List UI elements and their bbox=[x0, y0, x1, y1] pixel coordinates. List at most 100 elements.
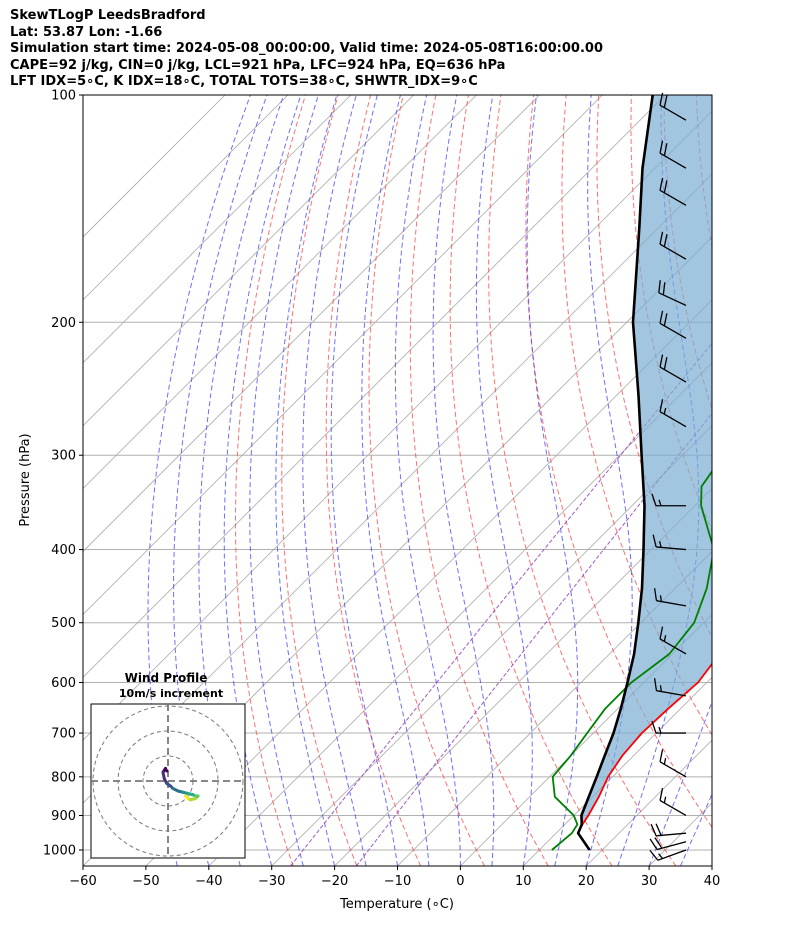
x-tick-label: −60 bbox=[69, 874, 96, 889]
cape-area bbox=[578, 95, 712, 850]
isotherm-gridline bbox=[83, 95, 540, 553]
dewpoint-profile-line bbox=[551, 469, 712, 851]
wind-barb-half-flag bbox=[658, 499, 662, 506]
isotherm-gridline bbox=[775, 95, 794, 866]
moist-adiabat bbox=[680, 792, 712, 866]
wind-barb bbox=[653, 588, 687, 607]
dry-adiabat bbox=[449, 95, 613, 866]
wind-barb-flag bbox=[659, 231, 664, 245]
moist-adiabat bbox=[432, 95, 495, 866]
dry-adiabat bbox=[762, 95, 794, 866]
isotherm-gridline bbox=[523, 676, 712, 866]
y-tick-label: 200 bbox=[51, 316, 76, 331]
wind-barb-flag bbox=[651, 720, 657, 734]
y-tick-label: 500 bbox=[51, 616, 76, 631]
moist-adiabat bbox=[711, 864, 712, 866]
isotherm-gridline bbox=[83, 95, 352, 364]
wind-barb-flag bbox=[649, 838, 658, 850]
isotherm-gridline bbox=[711, 865, 712, 866]
moist-adiabat bbox=[526, 95, 579, 866]
wind-barb-flag bbox=[663, 357, 668, 370]
isotherm-gridline bbox=[83, 95, 414, 427]
wind-barb-flag bbox=[659, 749, 664, 762]
wind-barb bbox=[653, 678, 687, 697]
instability-line: CAPE=92 j/kg, CIN=0 j/kg, LCL=921 hPa, L… bbox=[10, 57, 506, 73]
wind-barb-half-flag bbox=[659, 685, 663, 692]
x-axis-label: Temperature (∘C) bbox=[339, 897, 454, 912]
wind-barb bbox=[649, 849, 687, 861]
dry-adiabat bbox=[525, 95, 712, 828]
y-tick-label: 700 bbox=[51, 727, 76, 742]
x-tick-label: −20 bbox=[321, 874, 348, 889]
dry-adiabat bbox=[368, 95, 485, 866]
wind-barb-flag bbox=[663, 180, 668, 193]
wind-barb-flag bbox=[659, 626, 664, 640]
moist-adiabat bbox=[361, 95, 430, 866]
wind-barb bbox=[651, 720, 686, 734]
hodograph-trace-segment bbox=[184, 794, 190, 800]
dry-adiabat bbox=[409, 95, 549, 866]
axes: −60 −50 −40 −30 −20 −10 0 10 20 30 40 100 200 300 400 5… bbox=[43, 89, 720, 890]
hodograph-plot bbox=[91, 704, 245, 858]
moist-adiabat bbox=[275, 95, 338, 866]
wind-barb bbox=[659, 177, 687, 206]
wind-barb-flag bbox=[663, 95, 668, 108]
wind-barb-flag bbox=[655, 823, 662, 836]
y-axis-label: Pressure (hPa) bbox=[18, 433, 33, 526]
isotherm-gridline bbox=[83, 95, 226, 238]
skewt-grid bbox=[83, 95, 794, 866]
wind-barb bbox=[659, 749, 687, 778]
dry-adiabat bbox=[488, 95, 677, 866]
isotherm-gridline bbox=[83, 110, 712, 741]
wind-barb-flag bbox=[653, 678, 658, 691]
isotherm-gridline bbox=[397, 550, 712, 866]
wind-barb-flag bbox=[659, 399, 664, 412]
time-line: Simulation start time: 2024-05-08_00:00:… bbox=[10, 41, 603, 57]
wind-barb-half-flag bbox=[663, 796, 667, 804]
wind-barb-flag bbox=[663, 143, 668, 156]
wind-barb bbox=[659, 140, 687, 169]
wind-barb bbox=[659, 626, 687, 655]
y-tick-label: 800 bbox=[51, 770, 76, 785]
moist-adiabat bbox=[198, 95, 285, 866]
wind-barb bbox=[659, 399, 687, 428]
profile-lines bbox=[551, 95, 712, 851]
wind-barb-flag bbox=[653, 588, 658, 601]
index-line: LFT IDX=5∘C, K IDX=18∘C, TOTAL TOTS=38∘C… bbox=[10, 74, 478, 90]
parcel-profile-line bbox=[576, 95, 654, 851]
moist-adiabat bbox=[617, 95, 700, 866]
hodograph-title: Wind Profile bbox=[125, 671, 208, 685]
wind-barb-flag bbox=[649, 849, 659, 861]
y-tick-label: 1000 bbox=[43, 844, 76, 859]
isotherm-gridline bbox=[83, 95, 666, 678]
wind-barb-flag bbox=[658, 280, 661, 293]
temperature-profile-line bbox=[577, 662, 712, 851]
wind-barb-flag bbox=[659, 310, 664, 324]
wind-barb-flag bbox=[662, 282, 666, 295]
moist-adiabat bbox=[249, 95, 319, 866]
x-tick-label: 40 bbox=[704, 874, 721, 889]
wind-barb-half-flag bbox=[658, 726, 662, 734]
isotherm-gridline bbox=[83, 95, 477, 490]
y-tick-label: 900 bbox=[51, 809, 76, 824]
y-tick-label: 400 bbox=[51, 543, 76, 558]
moist-adiabat bbox=[394, 95, 461, 866]
moist-adiabat bbox=[648, 699, 712, 866]
wind-barb bbox=[659, 231, 687, 260]
x-tick-label: −50 bbox=[132, 874, 159, 889]
x-tick-label: −10 bbox=[384, 874, 411, 889]
wind-barb-flag bbox=[652, 534, 657, 548]
wind-barb bbox=[650, 823, 687, 837]
wind-barb-flag bbox=[651, 493, 657, 506]
dry-adiabat bbox=[729, 95, 794, 866]
wind-barb-half-flag bbox=[659, 595, 663, 602]
isotherm-gridline bbox=[334, 488, 712, 866]
x-tick-label: −30 bbox=[258, 874, 285, 889]
wind-barb-flag bbox=[659, 787, 664, 801]
wind-barb-half-flag bbox=[663, 407, 667, 415]
x-tick-label: 20 bbox=[578, 874, 595, 889]
wind-barbs bbox=[649, 92, 687, 861]
x-tick-label: 0 bbox=[456, 874, 464, 889]
wind-barb-flag bbox=[654, 837, 663, 849]
